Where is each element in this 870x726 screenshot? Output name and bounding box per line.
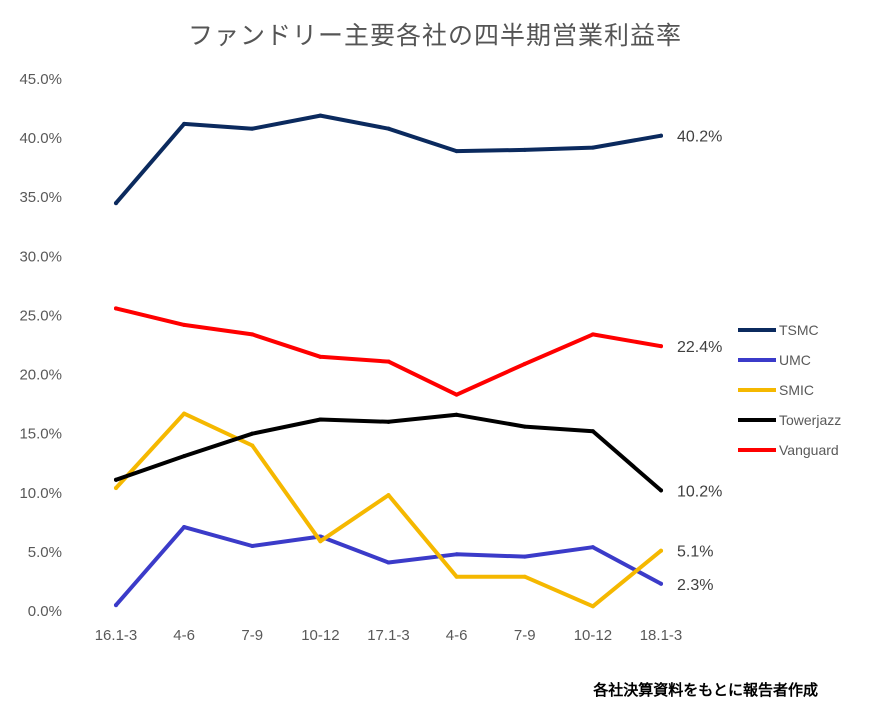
- data-point-smic: [659, 548, 663, 553]
- x-axis: 16.1-3 4-6 7-9 10-12 17.1-3 4-6 7-9 10-12 18.1-3: [95, 627, 683, 644]
- data-point-smic: [318, 539, 323, 544]
- data-point-tsmc: [522, 147, 527, 152]
- y-tick-label: 35.0%: [19, 189, 62, 206]
- legend-label-tsmc: TSMC: [779, 322, 819, 338]
- data-point-umc: [659, 581, 663, 586]
- y-tick-label: 0.0%: [28, 603, 62, 620]
- y-tick-label: 5.0%: [28, 544, 62, 561]
- data-point-tsmc: [386, 126, 391, 131]
- x-tick-label: 4-6: [173, 627, 195, 644]
- data-point-umc: [250, 543, 255, 548]
- y-tick-label: 40.0%: [19, 130, 62, 147]
- data-point-umc: [454, 552, 459, 557]
- legend-label-vanguard: Vanguard: [779, 442, 839, 458]
- x-tick-label: 10-12: [574, 627, 612, 644]
- data-point-vanguard: [522, 361, 527, 366]
- data-point-tsmc: [659, 133, 663, 138]
- y-tick-label: 25.0%: [19, 307, 62, 324]
- data-point-tsmc: [454, 149, 459, 154]
- legend-label-smic: SMIC: [779, 382, 814, 398]
- legend-label-umc: UMC: [779, 352, 811, 368]
- data-point-vanguard: [386, 359, 391, 364]
- y-tick-label: 15.0%: [19, 426, 62, 443]
- end-label-tsmc: 40.2%: [677, 129, 722, 146]
- data-point-vanguard: [659, 344, 663, 349]
- x-tick-label: 17.1-3: [367, 627, 410, 644]
- end-label-vanguard: 22.4%: [677, 339, 722, 356]
- x-tick-label: 7-9: [514, 627, 536, 644]
- data-point-towerjazz: [318, 417, 323, 422]
- data-point-vanguard: [114, 306, 118, 311]
- series-line-towerjazz: [114, 412, 663, 493]
- y-tick-label: 10.0%: [19, 485, 62, 502]
- series-line-smic: [114, 411, 663, 609]
- end-labels: 40.2% 2.3% 5.1% 10.2% 22.4%: [677, 129, 722, 594]
- series-line-vanguard: [114, 306, 663, 397]
- data-point-smic: [386, 493, 391, 498]
- data-point-vanguard: [454, 392, 459, 397]
- x-tick-label: 16.1-3: [95, 627, 138, 644]
- data-point-towerjazz: [386, 419, 391, 424]
- data-point-tsmc: [250, 126, 255, 131]
- series-line-umc: [114, 525, 663, 608]
- y-tick-label: 45.0%: [19, 71, 62, 88]
- chart-title: ファンドリー主要各社の四半期営業利益率: [188, 21, 682, 50]
- data-point-umc: [114, 603, 118, 608]
- data-point-vanguard: [250, 332, 255, 337]
- data-point-vanguard: [590, 332, 595, 337]
- data-point-umc: [386, 560, 391, 565]
- data-point-towerjazz: [454, 412, 459, 417]
- y-tick-label: 30.0%: [19, 248, 62, 265]
- data-point-towerjazz: [250, 431, 255, 436]
- x-tick-label: 7-9: [241, 627, 263, 644]
- data-point-vanguard: [318, 354, 323, 359]
- data-point-towerjazz: [182, 454, 187, 459]
- source-note: 各社決算資料をもとに報告者作成: [592, 681, 818, 699]
- data-point-towerjazz: [522, 424, 527, 429]
- data-point-smic: [454, 574, 459, 579]
- x-tick-label: 10-12: [301, 627, 339, 644]
- end-label-smic: 5.1%: [677, 544, 713, 561]
- x-tick-label: 4-6: [446, 627, 468, 644]
- data-point-towerjazz: [590, 429, 595, 434]
- data-point-tsmc: [318, 113, 323, 118]
- end-label-umc: 2.3%: [677, 577, 713, 594]
- data-point-smic: [590, 604, 595, 609]
- data-point-umc: [182, 525, 187, 530]
- data-point-umc: [522, 554, 527, 559]
- data-point-smic: [522, 574, 527, 579]
- data-point-umc: [590, 545, 595, 550]
- y-axis: 0.0% 5.0% 10.0% 15.0% 20.0% 25.0% 30.0% 35.0% 40…: [19, 71, 62, 620]
- data-point-towerjazz: [114, 477, 118, 482]
- data-point-smic: [250, 443, 255, 448]
- data-point-tsmc: [590, 145, 595, 150]
- data-point-tsmc: [114, 201, 118, 206]
- data-point-towerjazz: [659, 488, 663, 493]
- x-tick-label: 18.1-3: [640, 627, 683, 644]
- series-layer: [114, 113, 663, 609]
- legend-label-towerjazz: Towerjazz: [779, 412, 841, 428]
- data-point-smic: [114, 486, 118, 491]
- data-point-smic: [182, 411, 187, 416]
- y-tick-label: 20.0%: [19, 367, 62, 384]
- legend: TSMC UMC SMIC Towerjazz Vanguard: [738, 322, 841, 458]
- data-point-tsmc: [182, 121, 187, 126]
- end-label-towerjazz: 10.2%: [677, 483, 722, 500]
- data-point-vanguard: [182, 322, 187, 327]
